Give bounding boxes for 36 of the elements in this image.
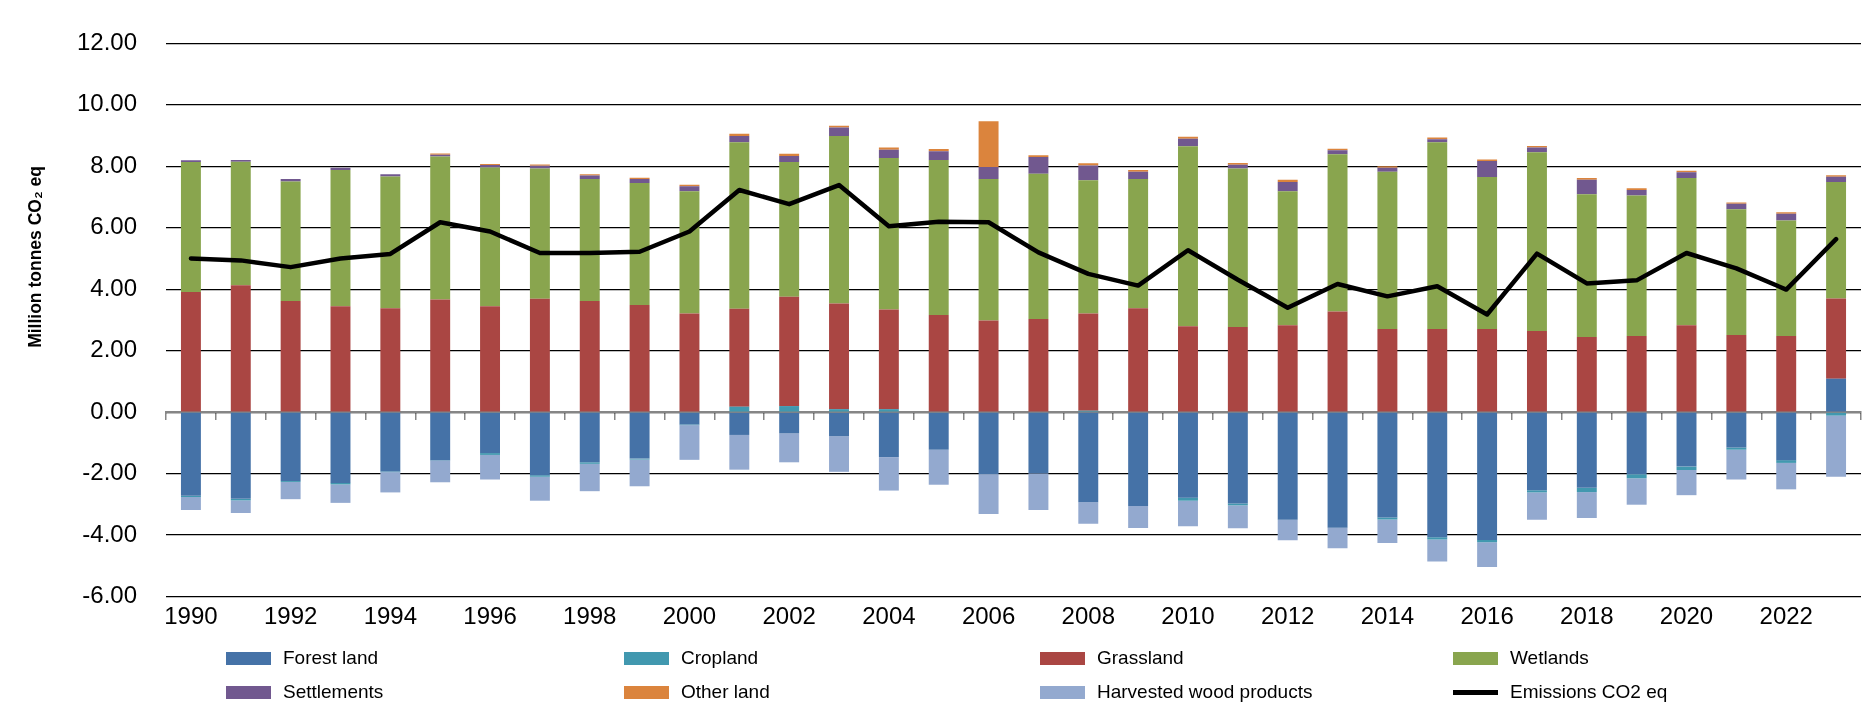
y-tick-label: 6.00	[90, 212, 137, 240]
x-tick-label: 1992	[263, 601, 318, 629]
x-tick-label: 2018	[1560, 601, 1614, 629]
y-tick-label: -2.00	[82, 458, 137, 486]
y-tick-label: 12.00	[76, 28, 137, 56]
y-tick-label: 8.00	[90, 150, 137, 178]
y-tick-label: 10.00	[76, 89, 137, 117]
x-tick-label: 1990	[164, 601, 218, 629]
y-tick-label: 4.00	[90, 273, 137, 301]
x-tick-label: 2012	[1261, 601, 1315, 629]
x-tick-label: 2000	[662, 601, 717, 629]
y-tick-label: 0.00	[90, 396, 137, 424]
legend-label: Emissions CO2 eq	[1510, 680, 1668, 704]
legend-label: Harvested wood products	[1097, 680, 1313, 704]
x-tick-label: 2020	[1659, 601, 1714, 629]
legend-label: Other land	[681, 680, 770, 704]
x-tick-label: 2006	[961, 601, 1016, 629]
x-tick-label: 2004	[862, 601, 916, 629]
x-tick-label: 2016	[1460, 601, 1514, 629]
x-tick-label: 2010	[1161, 601, 1215, 629]
y-tick-label: -6.00	[82, 581, 137, 609]
legend-label: Forest land	[283, 646, 379, 670]
x-tick-label: 2022	[1759, 601, 1813, 629]
y-tick-label: 2.00	[90, 335, 137, 363]
legend-label: Grassland	[1097, 646, 1184, 670]
x-tick-label: 1998	[563, 601, 617, 629]
legend-label: Settlements	[283, 680, 384, 704]
y-axis-title: Million tonnes CO₂ eq	[24, 166, 45, 348]
y-tick-label: -4.00	[82, 519, 137, 547]
x-tick-label: 1996	[463, 601, 517, 629]
legend-label: Cropland	[681, 646, 759, 670]
x-tick-label: 1994	[363, 601, 418, 629]
x-tick-label: 2008	[1061, 601, 1115, 629]
legend-label: Wetlands	[1510, 646, 1589, 670]
x-tick-label: 2014	[1360, 601, 1415, 629]
x-tick-label: 2002	[762, 601, 816, 629]
